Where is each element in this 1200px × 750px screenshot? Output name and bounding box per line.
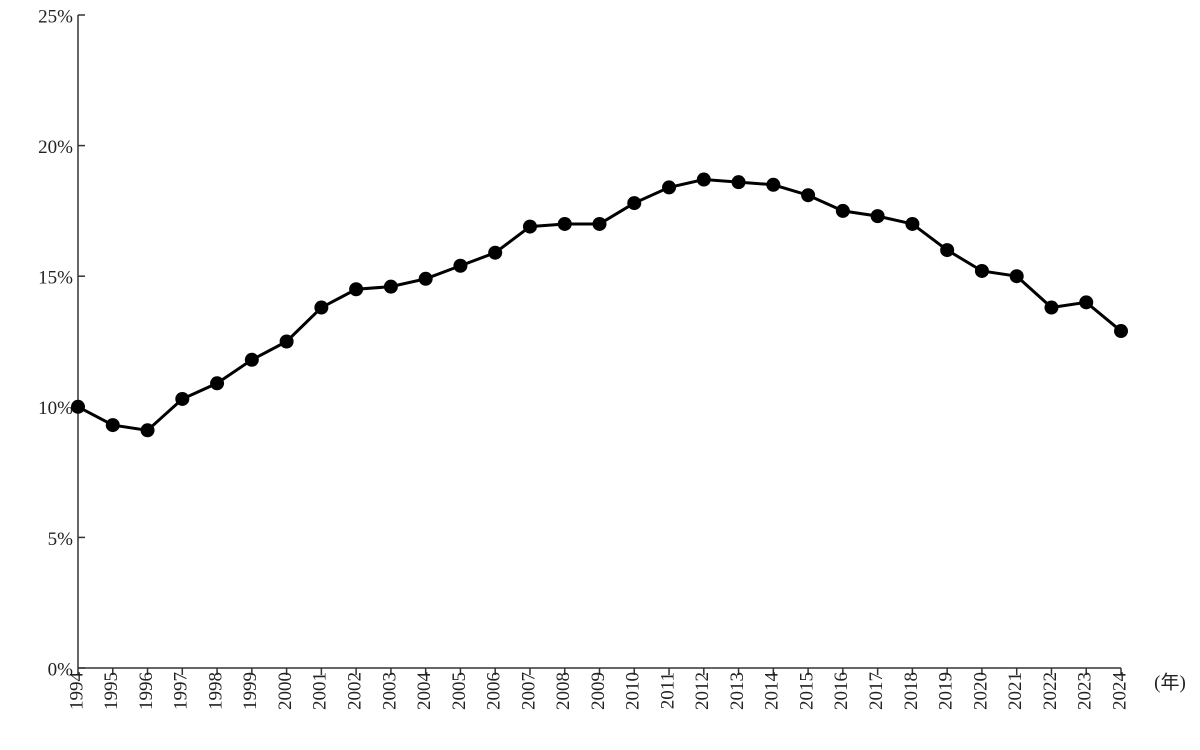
data-point bbox=[453, 258, 468, 273]
x-tick-label: 1998 bbox=[205, 672, 226, 710]
x-tick-label: 1999 bbox=[240, 672, 261, 710]
data-point bbox=[696, 172, 711, 187]
data-point bbox=[1079, 295, 1094, 310]
x-tick-label: 2017 bbox=[866, 672, 887, 710]
data-point bbox=[940, 243, 955, 258]
data-point bbox=[349, 282, 364, 297]
x-tick-label: 2005 bbox=[449, 672, 470, 710]
x-tick-label: 2016 bbox=[831, 672, 852, 710]
x-tick-label: 2022 bbox=[1040, 672, 1061, 710]
data-point bbox=[71, 399, 85, 414]
x-tick-label: 2013 bbox=[727, 672, 748, 710]
data-point bbox=[974, 263, 989, 278]
x-tick-label: 2024 bbox=[1109, 672, 1130, 711]
x-axis-label: (年) bbox=[1154, 671, 1186, 693]
x-tick-label: 1997 bbox=[171, 672, 192, 710]
y-tick-label: 25% bbox=[38, 6, 73, 27]
data-point bbox=[105, 418, 120, 433]
x-tick-label: 2000 bbox=[275, 672, 296, 710]
data-point bbox=[592, 216, 607, 231]
x-tick-label: 2003 bbox=[379, 672, 400, 710]
data-point bbox=[627, 196, 642, 211]
data-point bbox=[175, 391, 190, 406]
data-point bbox=[835, 203, 850, 218]
x-tick-label: 2010 bbox=[623, 672, 644, 710]
x-tick-label: 2021 bbox=[1005, 672, 1026, 710]
y-tick-label: 5% bbox=[48, 529, 74, 550]
x-tick-label: 2014 bbox=[762, 672, 783, 711]
x-tick-label: 2023 bbox=[1075, 672, 1096, 710]
data-point bbox=[314, 300, 329, 315]
data-point bbox=[905, 216, 920, 231]
data-point bbox=[557, 216, 572, 231]
x-tick-label: 2020 bbox=[970, 672, 991, 710]
data-point bbox=[244, 352, 259, 367]
data-point bbox=[1114, 324, 1128, 339]
data-point bbox=[662, 180, 677, 195]
data-point bbox=[140, 423, 155, 438]
x-tick-label: 2001 bbox=[310, 672, 331, 710]
x-tick-label: 1995 bbox=[101, 672, 122, 710]
x-tick-label: 2012 bbox=[692, 672, 713, 710]
x-tick-label: 2007 bbox=[518, 672, 539, 710]
data-point bbox=[1044, 300, 1059, 315]
data-point bbox=[870, 209, 885, 224]
data-point bbox=[488, 245, 503, 260]
data-point bbox=[418, 271, 433, 286]
x-tick-label: 2002 bbox=[344, 672, 365, 710]
data-point bbox=[801, 188, 816, 203]
data-point bbox=[279, 334, 294, 349]
x-tick-label: 2006 bbox=[484, 672, 505, 710]
x-tick-label: 2004 bbox=[414, 672, 435, 711]
data-point bbox=[210, 376, 225, 391]
y-tick-label: 0% bbox=[48, 659, 74, 680]
data-point bbox=[766, 177, 781, 192]
y-tick-label: 10% bbox=[38, 398, 73, 419]
data-point bbox=[1009, 269, 1024, 284]
data-point bbox=[731, 175, 746, 190]
x-tick-label: 2015 bbox=[796, 672, 817, 710]
y-tick-label: 15% bbox=[38, 268, 73, 289]
x-tick-label: 2009 bbox=[588, 672, 609, 710]
x-tick-label: 1996 bbox=[136, 672, 157, 710]
y-tick-label: 20% bbox=[38, 137, 73, 158]
x-tick-label: 2019 bbox=[936, 672, 957, 710]
x-tick-label: 1994 bbox=[66, 672, 87, 711]
x-tick-label: 2018 bbox=[901, 672, 922, 710]
x-tick-label: 2008 bbox=[553, 672, 574, 710]
data-point bbox=[522, 219, 537, 234]
data-point bbox=[383, 279, 398, 294]
x-tick-label: 2011 bbox=[657, 672, 678, 709]
